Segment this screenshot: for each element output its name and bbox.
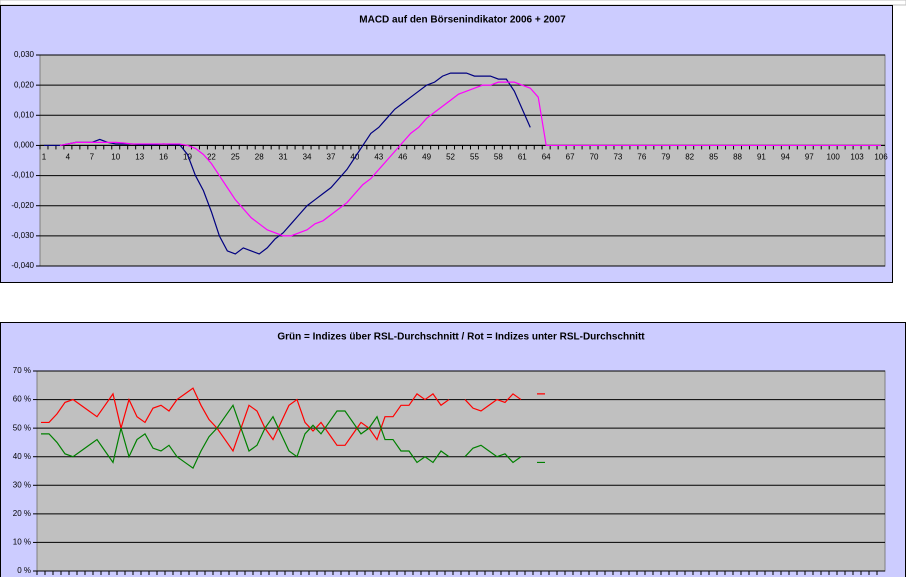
y-tick-label: 20 % xyxy=(13,509,31,518)
y-tick-label: 30 % xyxy=(13,480,31,489)
y-tick-label: 40 % xyxy=(13,452,31,461)
y-tick-label: -0,020 xyxy=(11,201,34,210)
y-tick-label: 60 % xyxy=(13,395,31,404)
chart-title: MACD auf den Börsenindikator 2006 + 2007 xyxy=(359,15,566,26)
x-tick-label: 82 xyxy=(685,153,694,162)
y-tick-label: 0,020 xyxy=(14,80,35,89)
sheet-row xyxy=(0,0,906,6)
x-tick-label: 34 xyxy=(303,153,312,162)
x-tick-label: 97 xyxy=(805,153,814,162)
x-tick-label: 100 xyxy=(827,153,841,162)
x-tick-label: 79 xyxy=(661,153,670,162)
x-tick-label: 43 xyxy=(374,153,383,162)
chart-title: Grün = Indizes über RSL-Durchschnitt / R… xyxy=(277,332,645,343)
x-tick-label: 31 xyxy=(279,153,288,162)
x-tick-label: 64 xyxy=(542,153,551,162)
y-tick-label: -0,040 xyxy=(11,261,34,270)
x-tick-label: 103 xyxy=(850,153,864,162)
series-line xyxy=(41,403,545,470)
x-tick-label: 22 xyxy=(207,153,216,162)
x-tick-label: 106 xyxy=(874,153,888,162)
x-tick-label: 28 xyxy=(255,153,264,162)
y-tick-label: -0,010 xyxy=(11,171,34,180)
x-tick-label: 4 xyxy=(66,153,71,162)
x-tick-label: 1 xyxy=(42,153,47,162)
y-tick-label: 10 % xyxy=(13,538,31,547)
x-tick-label: 58 xyxy=(494,153,503,162)
x-tick-label: 19 xyxy=(183,153,192,162)
y-tick-label: 70 % xyxy=(13,366,31,375)
x-tick-label: 85 xyxy=(709,153,718,162)
x-tick-label: 52 xyxy=(446,153,455,162)
x-tick-label: 13 xyxy=(135,153,144,162)
y-tick-label: 50 % xyxy=(13,423,31,432)
x-tick-label: 70 xyxy=(590,153,599,162)
y-tick-label: -0,030 xyxy=(11,231,34,240)
x-tick-label: 10 xyxy=(111,153,120,162)
x-tick-label: 49 xyxy=(422,153,431,162)
y-tick-label: 0,030 xyxy=(14,50,35,59)
x-tick-label: 25 xyxy=(231,153,240,162)
series-line xyxy=(59,81,882,237)
x-tick-label: 73 xyxy=(613,153,622,162)
x-tick-label: 88 xyxy=(733,153,742,162)
x-tick-label: 37 xyxy=(327,153,336,162)
series-line xyxy=(43,72,531,255)
x-tick-label: 61 xyxy=(518,153,527,162)
x-tick-label: 55 xyxy=(470,153,479,162)
x-tick-label: 91 xyxy=(757,153,766,162)
x-tick-label: 67 xyxy=(566,153,575,162)
y-tick-label: 0 % xyxy=(17,566,31,575)
x-tick-label: 46 xyxy=(398,153,407,162)
plot-area xyxy=(36,370,886,572)
x-tick-label: 7 xyxy=(90,153,95,162)
y-tick-label: 0,000 xyxy=(14,141,35,150)
x-tick-label: 76 xyxy=(637,153,646,162)
x-tick-label: 16 xyxy=(159,153,168,162)
y-tick-label: 0,010 xyxy=(14,110,35,119)
x-tick-label: 94 xyxy=(781,153,790,162)
